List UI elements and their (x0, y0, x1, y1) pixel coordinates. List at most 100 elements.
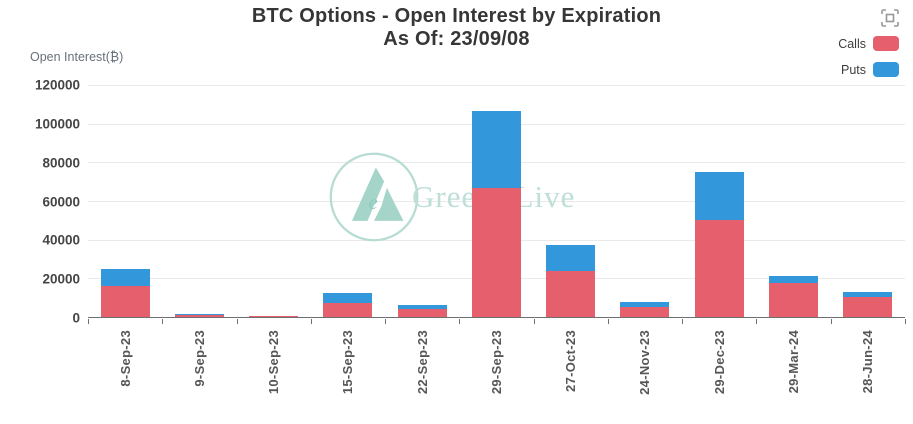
x-axis-label: 22-Sep-23 (414, 330, 430, 395)
fullscreen-icon[interactable] (880, 8, 900, 28)
bar-29-Sep-23[interactable] (471, 85, 521, 317)
bar-segment-calls[interactable] (546, 270, 596, 317)
bar-10-Sep-23[interactable] (249, 85, 299, 317)
bar-15-Sep-23[interactable] (323, 85, 373, 317)
bar-segment-puts[interactable] (471, 111, 521, 189)
x-tick (385, 319, 387, 324)
bar-segment-calls[interactable] (174, 314, 224, 317)
x-label-slot: 28-Jun-24 (831, 330, 905, 422)
bar-slot (237, 85, 311, 317)
x-tick (756, 319, 758, 324)
y-tick-label: 20000 (42, 271, 80, 287)
x-axis-label: 29-Sep-23 (488, 330, 504, 395)
bar-segment-calls[interactable] (397, 309, 447, 317)
y-axis-title: Open Interest(₿) (30, 50, 124, 64)
bar-segment-calls[interactable] (620, 306, 670, 317)
x-tick (905, 319, 906, 324)
x-tick (310, 319, 312, 324)
bar-segment-puts[interactable] (323, 292, 373, 303)
x-tick (459, 319, 461, 324)
bars-row (88, 85, 905, 317)
y-tick-label: 60000 (42, 194, 80, 209)
x-label-slot: 24-Nov-23 (608, 330, 682, 422)
bar-28-Jun-24[interactable] (843, 85, 893, 317)
legend-label: Calls (838, 36, 866, 51)
x-axis-label: 8-Sep-23 (117, 330, 133, 387)
bar-segment-calls[interactable] (769, 283, 819, 317)
bar-segment-puts[interactable] (100, 268, 150, 287)
bar-segment-calls[interactable] (843, 296, 893, 317)
bar-8-Sep-23[interactable] (100, 85, 150, 317)
bar-segment-puts[interactable] (397, 305, 447, 310)
x-label-slot: 29-Sep-23 (459, 330, 533, 422)
x-tick (88, 319, 89, 324)
y-tick-label: 100000 (34, 116, 80, 132)
y-tick-label: 40000 (42, 232, 80, 248)
x-label-slot: 10-Sep-23 (237, 330, 311, 422)
x-label-slot: 29-Dec-23 (682, 330, 756, 422)
y-tick-label: 120000 (34, 77, 80, 93)
x-axis-label: 29-Mar-24 (786, 330, 802, 394)
bar-slot (88, 85, 162, 317)
legend-item-puts[interactable]: Puts (838, 62, 899, 77)
x-axis-label: 15-Sep-23 (340, 330, 356, 395)
bar-segment-calls[interactable] (249, 316, 299, 317)
bar-9-Sep-23[interactable] (174, 85, 224, 317)
calls-swatch-icon (873, 36, 899, 51)
legend: Calls Puts (838, 36, 899, 88)
chart-title: BTC Options - Open Interest by Expiratio… (251, 5, 662, 27)
x-tick (682, 319, 684, 324)
x-tick (236, 319, 238, 324)
bar-segment-puts[interactable] (546, 245, 596, 271)
bar-slot (385, 85, 459, 317)
bar-slot (831, 85, 905, 317)
x-tick (607, 319, 609, 324)
x-label-slot: 27-Oct-23 (534, 330, 608, 422)
x-label-slot: 8-Sep-23 (88, 330, 162, 422)
x-axis-label: 24-Nov-23 (637, 330, 653, 395)
bar-segment-puts[interactable] (620, 301, 670, 307)
x-label-slot: 22-Sep-23 (385, 330, 459, 422)
y-tick-label: 0 (72, 310, 80, 326)
x-tick (533, 319, 535, 324)
bar-29-Dec-23[interactable] (694, 85, 744, 317)
bar-slot (162, 85, 236, 317)
plot-area: e Greeks.Live (88, 85, 905, 318)
bar-segment-puts[interactable] (843, 291, 893, 297)
x-axis-label: 29-Dec-23 (711, 330, 727, 395)
x-tick (830, 319, 832, 324)
bar-slot (682, 85, 756, 317)
bar-segment-calls[interactable] (694, 220, 744, 317)
x-axis-label: 28-Jun-24 (860, 330, 876, 394)
x-axis-label: 27-Oct-23 (563, 330, 579, 392)
bar-segment-puts[interactable] (694, 172, 744, 221)
y-tick-label: 80000 (42, 155, 80, 171)
bar-29-Mar-24[interactable] (769, 85, 819, 317)
bar-slot (311, 85, 385, 317)
x-axis-label: 10-Sep-23 (266, 330, 282, 395)
bar-segment-calls[interactable] (471, 188, 521, 317)
x-tick (162, 319, 164, 324)
gridline (88, 85, 905, 86)
bar-27-Oct-23[interactable] (546, 85, 596, 317)
bar-slot (534, 85, 608, 317)
x-label-slot: 29-Mar-24 (756, 330, 830, 422)
bar-24-Nov-23[interactable] (620, 85, 670, 317)
bar-22-Sep-23[interactable] (397, 85, 447, 317)
bar-segment-puts[interactable] (769, 276, 819, 284)
x-axis-labels: 8-Sep-23 9-Sep-23 10-Sep-23 15-Sep-23 22-Sep… (88, 330, 905, 422)
x-ticks (88, 319, 906, 325)
bar-segment-calls[interactable] (323, 302, 373, 317)
bar-segment-puts[interactable] (174, 314, 224, 315)
bar-slot (756, 85, 830, 317)
puts-swatch-icon (873, 62, 899, 77)
x-label-slot: 15-Sep-23 (311, 330, 385, 422)
bar-segment-calls[interactable] (100, 286, 150, 317)
chart-title-block: BTC Options - Open Interest by Expiratio… (0, 5, 913, 51)
legend-item-calls[interactable]: Calls (838, 36, 899, 51)
chart-subtitle: As Of: 23/09/08 (383, 28, 530, 50)
y-axis-labels: 0 20000 40000 60000 80000 100000 120000 (8, 78, 80, 326)
x-axis-label: 9-Sep-23 (191, 330, 207, 387)
legend-label: Puts (840, 62, 866, 77)
